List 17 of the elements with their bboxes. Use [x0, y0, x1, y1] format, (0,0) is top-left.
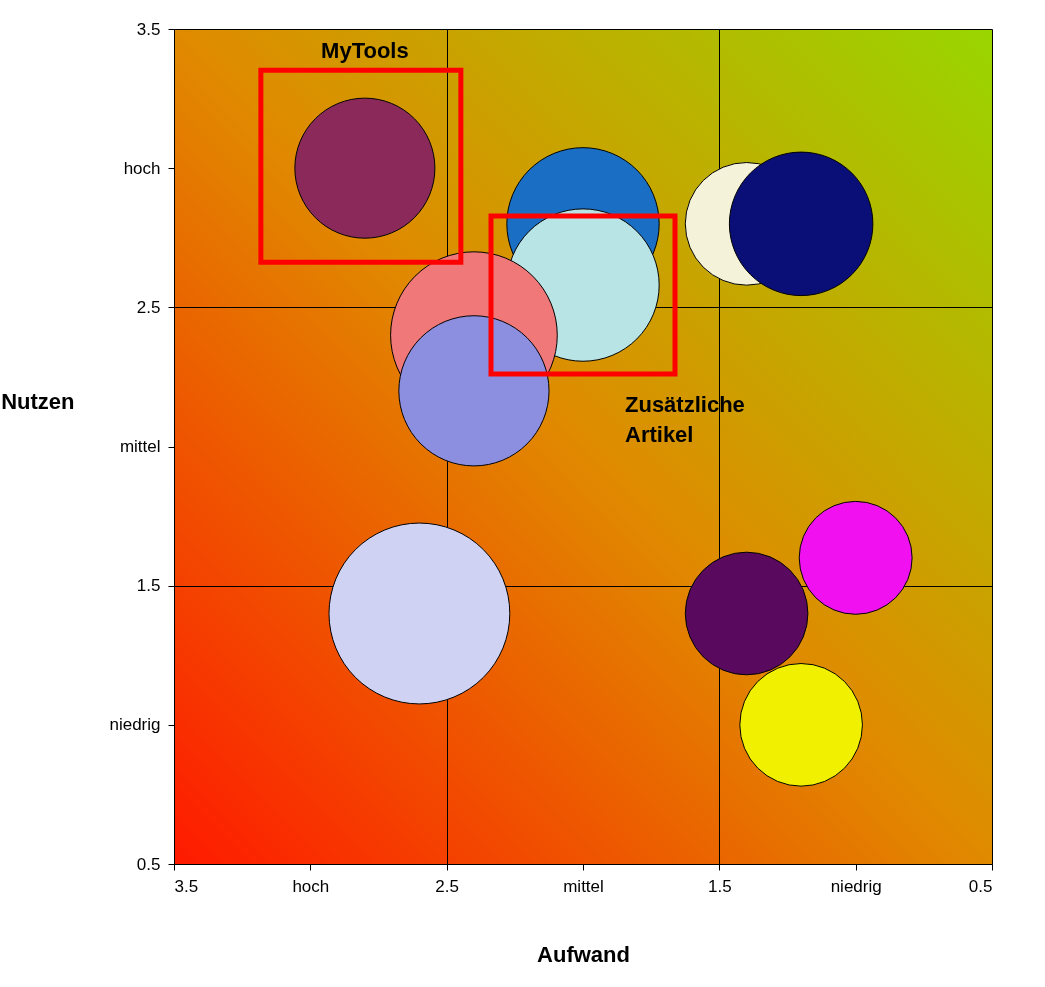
x-tick-label: hoch	[292, 876, 330, 896]
annotation: MyTools	[321, 38, 409, 64]
y-axis-title: Nutzen	[1, 388, 75, 414]
y-tick-label: niedrig	[109, 715, 161, 735]
y-tick-label: hoch	[123, 158, 161, 178]
x-tick-label: 2.5	[435, 876, 459, 896]
y-tick-label: mittel	[119, 437, 161, 456]
y-tick-label: 0.5	[136, 854, 161, 874]
x-tick-label: 0.5	[968, 876, 993, 896]
x-tick-label: niedrig	[830, 876, 882, 896]
x-tick-label: 1.5	[708, 876, 732, 896]
x-axis-title: Aufwand	[537, 941, 630, 967]
y-tick-label: 2.5	[136, 297, 161, 317]
y-tick-label: 3.5	[136, 19, 161, 39]
x-tick-label: 3.5	[174, 876, 199, 896]
x-tick-label: mittel	[563, 876, 604, 896]
y-tick-label: 1.5	[136, 576, 161, 596]
